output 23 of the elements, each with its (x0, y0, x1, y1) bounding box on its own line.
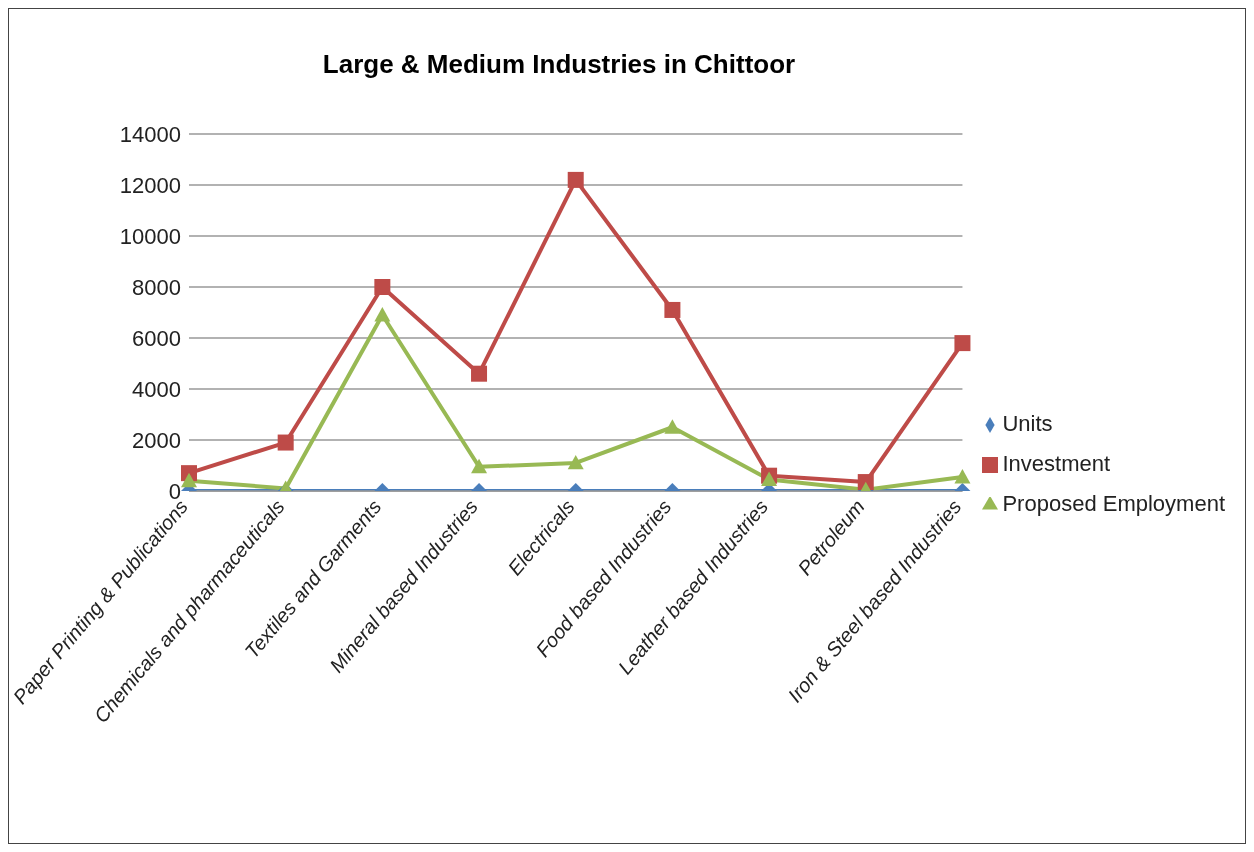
point (374, 279, 391, 295)
point (471, 458, 488, 474)
point (664, 419, 681, 434)
point (567, 454, 584, 470)
point (954, 335, 971, 352)
legend-label: Investment (1002, 451, 1111, 476)
legend-label: Units (1002, 411, 1053, 436)
point (761, 471, 778, 486)
point (664, 301, 681, 318)
y-tick-label: 14000 (119, 121, 181, 147)
point (471, 365, 488, 382)
legend-label: Proposed Employment (1002, 491, 1225, 516)
y-tick-label: 10000 (119, 223, 181, 249)
point (374, 307, 391, 322)
y-tick-label: 8000 (132, 274, 181, 300)
point (567, 171, 584, 188)
y-tick-label: 4000 (132, 376, 181, 402)
point (954, 468, 971, 484)
y-tick-label: 2000 (132, 427, 181, 453)
y-tick-label: 12000 (119, 172, 181, 198)
point (181, 472, 197, 488)
chart-title: Large & Medium Industries in Chittoor (321, 49, 797, 80)
y-tick-label: 6000 (132, 325, 181, 351)
